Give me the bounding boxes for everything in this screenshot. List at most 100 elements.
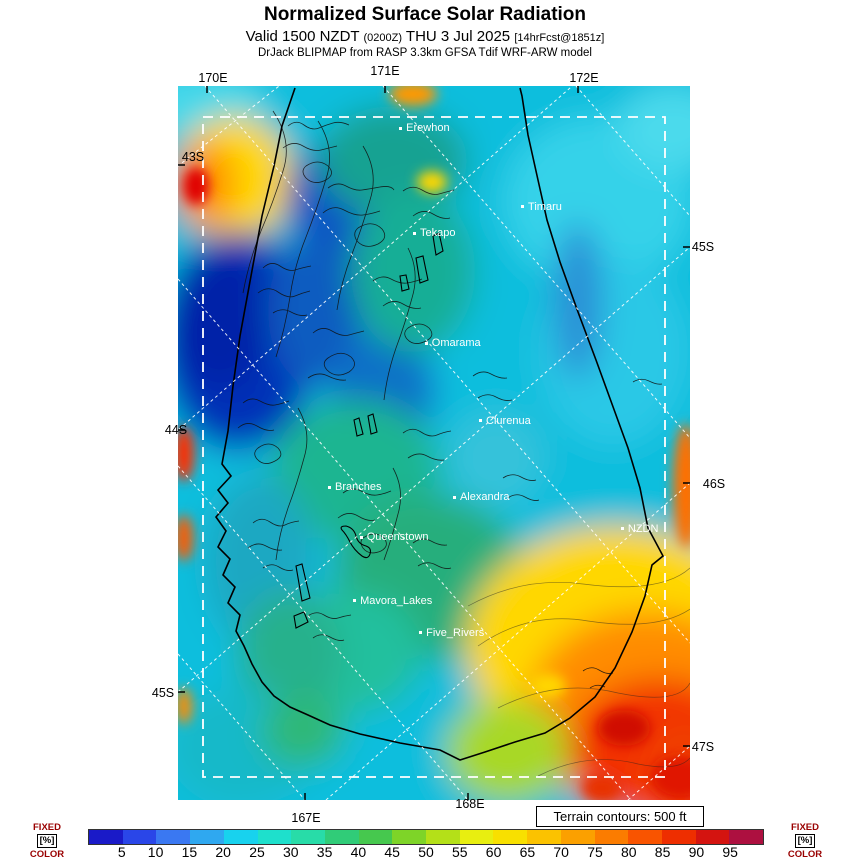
place-label: Erewhon: [406, 122, 450, 135]
colorbar-segment: [661, 830, 696, 844]
colorbar-segment: [729, 830, 764, 844]
axis-label: 170E: [198, 71, 228, 85]
place-label: Queenstown: [366, 531, 429, 544]
forecast-tag: [14hrFcst@1851z]: [514, 32, 605, 44]
domain-boundary-box: [202, 116, 666, 778]
terrain-contours-note: Terrain contours: 500 ft: [536, 806, 704, 827]
place-label: Five_Rivers: [426, 626, 485, 639]
axis-label: 172E: [569, 71, 599, 85]
colorbar-segment: [594, 830, 629, 844]
colorbar-segment: [324, 830, 359, 844]
axis-label: 47S: [691, 740, 715, 754]
valid-date: THU 3 Jul 2025: [405, 28, 511, 45]
place-label: Alexandra: [459, 491, 510, 504]
colorbar-tick: 25: [249, 844, 265, 860]
place-dot-icon: [620, 527, 624, 531]
percent-unit-label: [%]: [36, 834, 58, 848]
axis-label: 45S: [691, 240, 715, 254]
place-dot-icon: [359, 535, 363, 539]
fixed-color-label-left: FIXED [%] COLOR: [24, 822, 70, 860]
colorbar-segment: [358, 830, 393, 844]
axis-label: 45S: [151, 686, 175, 700]
place-marker: Timaru: [521, 201, 562, 213]
chart-title: Normalized Surface Solar Radiation: [263, 4, 587, 25]
graticule: [178, 86, 690, 800]
colorbar-segment: [527, 830, 561, 844]
place-dot-icon: [413, 231, 416, 235]
edge-ticks: [178, 86, 690, 800]
place-layer: Erewhon Timaru Tekapo Omarama Clurenua Branch…: [178, 86, 690, 800]
place-marker: Omarama: [424, 337, 481, 350]
place-label: Clurenua: [486, 414, 531, 427]
axis-label: 167E: [291, 811, 321, 825]
place-marker: Alexandra: [452, 491, 510, 504]
place-marker: Mavora_Lakes: [353, 595, 432, 607]
color-label: COLOR: [29, 848, 65, 860]
colorbar-tick: 30: [283, 844, 299, 860]
colorbar-segment: [122, 830, 157, 844]
colorbar-tick: 55: [452, 844, 468, 860]
place-marker: Five_Rivers: [419, 627, 484, 639]
colorbar-segment: [257, 830, 292, 844]
place-dot-icon: [521, 205, 525, 209]
place-marker: Clurenua: [479, 415, 531, 427]
place-dot-icon: [353, 599, 357, 603]
colorbar-tick: 15: [181, 844, 198, 860]
solar-field-accents: [178, 86, 690, 800]
percent-unit-label: [%]: [794, 834, 816, 848]
colorbar-tick: 90: [688, 844, 705, 860]
colorbar-tick: 10: [147, 844, 164, 860]
colorbar-segment: [291, 830, 325, 844]
colorbar-segment: [560, 830, 595, 844]
place-dot-icon: [452, 495, 456, 499]
coastline: [214, 87, 665, 761]
place-marker: Tekapo: [413, 227, 455, 239]
map: Erewhon Timaru Tekapo Omarama Clurenua Branch…: [178, 86, 690, 800]
colorbar-segment: [426, 830, 460, 844]
fixed-label: FIXED: [791, 822, 819, 833]
valid-time: Valid 1500 NZDT: [245, 28, 360, 45]
colorbar-tick: 20: [215, 844, 231, 860]
place-label: Tekapo: [420, 227, 456, 240]
place-dot-icon: [328, 485, 332, 489]
colorbar-segment: [223, 830, 258, 844]
colorbar-tick: 60: [485, 844, 502, 860]
axis-label: 171E: [370, 64, 400, 78]
colorbar-segment: [392, 830, 427, 844]
color-label: COLOR: [787, 848, 823, 860]
colorbar-segment: [190, 830, 224, 844]
place-dot-icon: [399, 126, 403, 130]
colorbar-ticks: 5 10 15 20 25 30 35 40 45 50 55 60 65 70 75 80 85 90 95: [88, 845, 764, 860]
colorbar-tick: 35: [316, 844, 333, 860]
colorbar-tick: 45: [384, 844, 400, 860]
valid-line: Valid 1500 NZDT (0200Z) THU 3 Jul 2025 […: [0, 28, 850, 45]
colorbar-tick: 95: [722, 844, 738, 860]
colorbar: [88, 829, 764, 845]
colorbar-segment: [628, 830, 662, 844]
colorbar-tick: 5: [117, 844, 126, 860]
colorbar-tick: 75: [587, 844, 603, 860]
colorbar-tick: 80: [621, 844, 637, 860]
colorbar-tick: 50: [418, 844, 434, 860]
place-label: Branches: [335, 481, 382, 494]
field-contours: [467, 567, 690, 777]
place-marker: Erewhon: [399, 122, 450, 135]
colorbar-segment: [695, 830, 730, 844]
lakes: [293, 232, 444, 629]
place-marker: NZDN: [620, 522, 659, 535]
colorbar-tick: 65: [519, 844, 536, 860]
colorbar-segment: [89, 830, 123, 844]
colorbar-segment: [459, 830, 494, 844]
valid-zulu: (0200Z): [363, 32, 403, 44]
place-dot-icon: [424, 341, 428, 345]
header: Normalized Surface Solar Radiation Valid…: [0, 4, 850, 59]
place-label: Timaru: [528, 200, 562, 213]
place-label: NZDN: [627, 522, 659, 535]
place-dot-icon: [479, 419, 483, 423]
fixed-label: FIXED: [33, 822, 61, 833]
place-label: Mavora_Lakes: [360, 594, 433, 607]
model-line: DrJack BLIPMAP from RASP 3.3km GFSA Tdif…: [257, 47, 592, 59]
place-label: Omarama: [431, 337, 481, 350]
axis-label: 46S: [702, 477, 726, 491]
